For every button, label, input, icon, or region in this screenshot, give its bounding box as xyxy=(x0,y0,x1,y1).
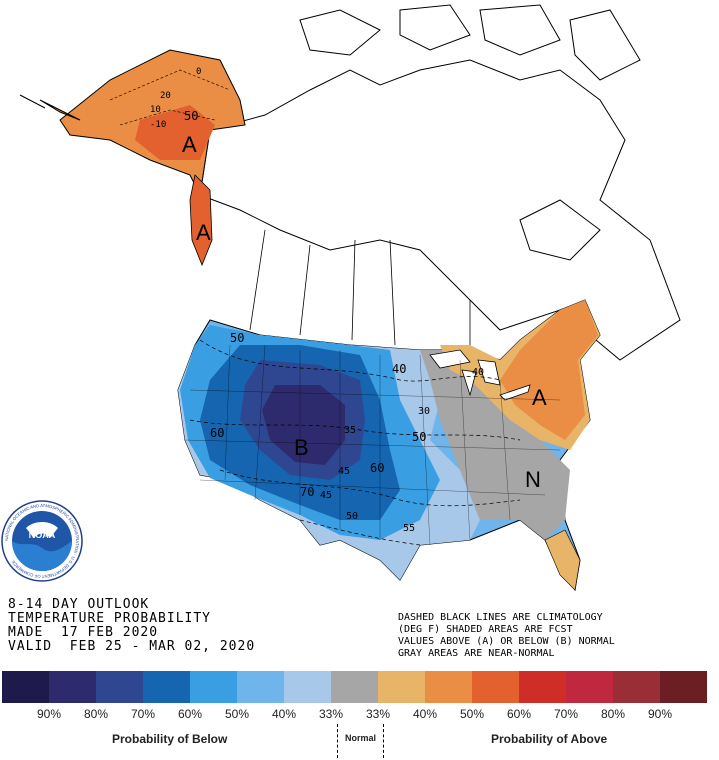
contour-label-9: 70 xyxy=(300,485,314,499)
contour-label-2: 60 xyxy=(210,426,224,440)
state-lines xyxy=(184,344,561,546)
alaska-above-letter: A xyxy=(182,132,197,157)
title-line-1: 8-14 DAY OUTLOOK xyxy=(8,597,150,612)
legend-notes: DASHED BLACK LINES ARE CLIMATOLOGY (DEG F… xyxy=(398,612,615,660)
alaska-small-label-4: 20 xyxy=(160,91,171,101)
alaska-small-label-2: 0 xyxy=(196,67,201,77)
colorbar-tick-label: 50% xyxy=(224,707,250,721)
colorbar-tick-label: 33% xyxy=(365,707,391,721)
colorbar-tick-label: 60% xyxy=(177,707,203,721)
colorbar-tick-label: 40% xyxy=(271,707,297,721)
normal-divider-left xyxy=(337,724,338,758)
alaska-small-label-3: -10 xyxy=(150,120,166,130)
colorbar-swatch xyxy=(96,671,143,703)
contour-label-5: 35 xyxy=(344,425,356,436)
contour-label-6: 50 xyxy=(412,430,426,444)
climatology-contours xyxy=(189,339,521,546)
west-below-letter: B xyxy=(294,435,309,460)
colorbar-tick-label: 70% xyxy=(553,707,579,721)
contour-label-7: 45 xyxy=(338,466,350,477)
panhandle-above-letter: A xyxy=(196,220,211,245)
colorbar-tick-label: 80% xyxy=(83,707,109,721)
colorbar-swatch xyxy=(566,671,613,703)
colorbar-tick-label: 70% xyxy=(130,707,156,721)
colorbar-tick-label: 80% xyxy=(600,707,626,721)
colorbar-swatch xyxy=(143,671,190,703)
colorbar-swatch xyxy=(519,671,566,703)
notes-line-2: (DEG F) SHADED AREAS ARE FCST xyxy=(398,624,573,635)
contour-label-13: 40 xyxy=(472,367,484,378)
colorbar-tick-label: 33% xyxy=(318,707,344,721)
normal-divider-right xyxy=(383,724,384,758)
noaa-logo-text: NOAA xyxy=(29,530,56,540)
notes-line-1: DASHED BLACK LINES ARE CLIMATOLOGY xyxy=(398,612,603,623)
alaska-panhandle xyxy=(189,174,213,267)
colorbar-swatch xyxy=(284,671,331,703)
probability-above-label: Probability of Above xyxy=(491,732,608,746)
near-normal-region xyxy=(420,350,570,540)
southeast-normal-letter: N xyxy=(525,467,541,492)
normal-label: Normal xyxy=(345,733,377,743)
alaska-small-label-1: 10 xyxy=(150,105,161,115)
colorbar-swatch xyxy=(2,671,49,703)
title-valid-dates: VALID FEB 25 - MAR 02, 2020 xyxy=(8,639,256,654)
contour-label-10: 45 xyxy=(320,490,332,501)
notes-line-3: VALUES ABOVE (A) OR BELOW (B) NORMAL xyxy=(398,636,615,647)
alaska-core xyxy=(135,105,215,160)
contour-label-8: 60 xyxy=(370,461,384,475)
colorbar-swatch xyxy=(613,671,660,703)
contour-label-1: 50 xyxy=(230,331,244,345)
colorbar-tick-label: 90% xyxy=(647,707,673,721)
colorbar-swatch xyxy=(425,671,472,703)
probability-below-label: Probability of Below xyxy=(112,732,228,746)
title-line-2: TEMPERATURE PROBABILITY xyxy=(8,611,212,626)
province-lines xyxy=(249,229,471,346)
contour-label-3: 40 xyxy=(392,362,406,376)
colorbar-tick-label: 90% xyxy=(36,707,62,721)
outlook-title-block: 8-14 DAY OUTLOOK TEMPERATURE PROBABILITY M… xyxy=(8,598,255,654)
colorbar-swatch xyxy=(331,671,378,703)
canada-land xyxy=(199,4,681,361)
notes-line-4: GRAY AREAS ARE NEAR-NORMAL xyxy=(398,648,555,659)
contour-label-11: 50 xyxy=(346,511,358,522)
colorbar-swatch xyxy=(237,671,284,703)
colorbar-swatch xyxy=(49,671,96,703)
colorbar-swatch xyxy=(472,671,519,703)
alaska-aleutians xyxy=(19,94,81,121)
above-florida xyxy=(544,529,581,591)
above-50-east xyxy=(500,300,598,440)
noaa-logo: NOAA NATIONAL OCEANIC AND ATMOSPHERIC AD… xyxy=(1,500,83,582)
alaska xyxy=(19,49,246,267)
outlook-map: 50 10 0 -10 20 A A 50 60 40 30 35 50 45 … xyxy=(1,4,681,592)
contour-label-4: 30 xyxy=(418,406,430,417)
colorbar-swatch xyxy=(378,671,425,703)
colorbar-swatch xyxy=(190,671,237,703)
colorbar-tick-label: 60% xyxy=(506,707,532,721)
probability-colorbar xyxy=(2,671,707,703)
colorbar-ticks: 90% 80% 70% 60% 50% 40% 33% 33% 40% 50% 60% 70% 80% 9… xyxy=(2,707,707,723)
colorbar-tick-label: 40% xyxy=(412,707,438,721)
colorbar-tick-label: 50% xyxy=(459,707,485,721)
contour-label-12: 55 xyxy=(403,523,415,534)
title-made-date: MADE 17 FEB 2020 xyxy=(8,625,159,640)
alaska-value-label: 50 xyxy=(184,109,198,123)
colorbar-swatch xyxy=(660,671,707,703)
east-above-letter: A xyxy=(532,385,547,410)
